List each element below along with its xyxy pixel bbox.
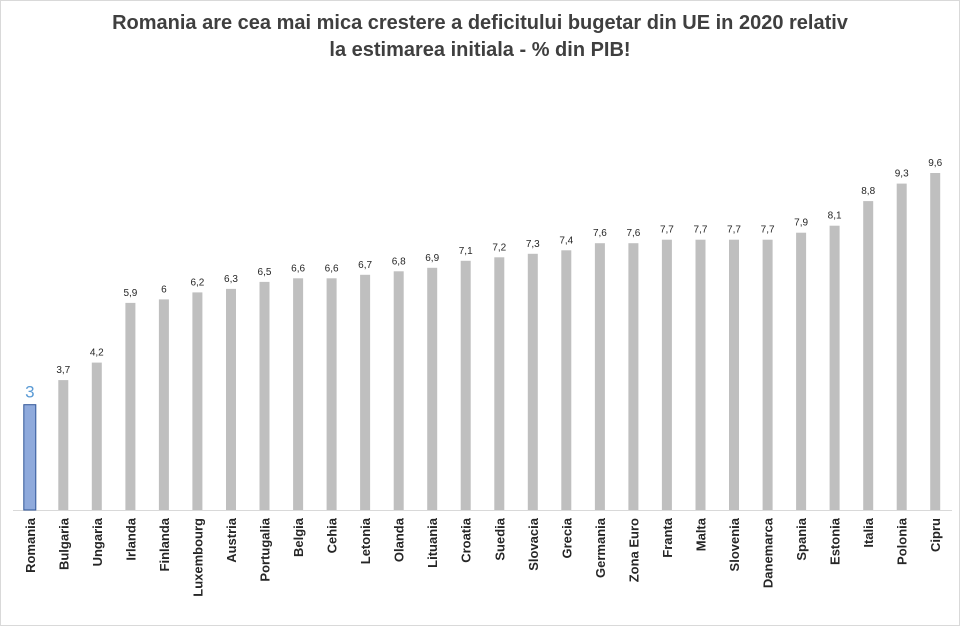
tick-label-cehia: Cehia xyxy=(325,517,340,553)
data-label-spania: 7,9 xyxy=(794,218,808,229)
tick-label-luxembourg: Luxembourg xyxy=(190,518,205,597)
data-label-estonia: 8,1 xyxy=(828,211,842,222)
data-label-letonia: 6,7 xyxy=(358,260,372,271)
chart-title-line-2: la estimarea initiala - % din PIB! xyxy=(329,39,631,61)
data-label-olanda: 6,8 xyxy=(392,256,406,267)
data-label-slovenia: 7,7 xyxy=(727,225,741,236)
data-label-portugalia: 6,5 xyxy=(258,267,272,278)
bar-letonia xyxy=(360,274,371,510)
data-label-austria: 6,3 xyxy=(224,274,238,285)
tick-label-italia: Italia xyxy=(861,517,876,547)
bar-croatia xyxy=(460,260,471,510)
data-label-grecia: 7,4 xyxy=(559,235,573,246)
bar-finlanda xyxy=(158,299,169,510)
tick-label-danemarca: Danemarca xyxy=(761,517,776,588)
data-label-lituania: 6,9 xyxy=(425,253,439,264)
bar-romania xyxy=(23,404,37,511)
data-label-ungaria: 4,2 xyxy=(90,348,104,359)
data-label-polonia: 9,3 xyxy=(895,169,909,180)
chart-title-line-1: Romania are cea mai mica crestere a defi… xyxy=(112,12,848,34)
tick-label-olanda: Olanda xyxy=(392,517,407,562)
data-label-franta: 7,7 xyxy=(660,225,674,236)
data-label-cehia: 6,6 xyxy=(325,263,339,274)
data-label-irlanda: 5,9 xyxy=(123,288,137,299)
tick-label-belgia: Belgia xyxy=(291,517,306,557)
tick-label-slovenia: Slovenia xyxy=(727,517,742,571)
data-label-romania: 3 xyxy=(25,383,34,402)
tick-label-cipru: Cipru xyxy=(928,518,943,552)
bar-olanda xyxy=(393,271,404,510)
bar-cehia xyxy=(326,278,337,510)
data-label-finlanda: 6 xyxy=(161,284,167,295)
bar-danemarca xyxy=(762,239,773,510)
bar-ungaria xyxy=(91,362,102,510)
data-label-slovacia: 7,3 xyxy=(526,239,540,250)
data-label-luxembourg: 6,2 xyxy=(190,277,204,288)
tick-label-suedia: Suedia xyxy=(492,517,507,560)
tick-label-polonia: Polonia xyxy=(895,517,910,565)
bar-slovacia xyxy=(527,253,538,511)
bar-germania xyxy=(594,243,605,510)
bar-irlanda xyxy=(125,302,136,510)
bar-polonia xyxy=(896,183,907,510)
bar-slovenia xyxy=(729,239,739,510)
bar-zona-euro xyxy=(628,243,639,510)
data-label-italia: 8,8 xyxy=(861,186,875,197)
tick-label-finlanda: Finlanda xyxy=(157,517,172,571)
tick-label-malta: Malta xyxy=(694,517,709,551)
tick-label-letonia: Letonia xyxy=(358,517,373,564)
tick-label-romania: Romania xyxy=(23,517,38,573)
tick-label-bulgaria: Bulgaria xyxy=(56,517,71,570)
bar-grecia xyxy=(561,250,572,511)
bar-spania xyxy=(796,232,807,510)
chart-title: Romania are cea mai mica crestere a defi… xyxy=(0,10,960,64)
tick-label-franta: Franta xyxy=(660,517,675,558)
bar-portugalia xyxy=(259,281,270,511)
bar-bulgaria xyxy=(58,380,69,510)
tick-label-lituania: Lituania xyxy=(425,517,440,568)
bar-franta xyxy=(661,239,672,510)
tick-label-ungaria: Ungaria xyxy=(90,517,105,566)
data-label-germania: 7,6 xyxy=(593,228,607,239)
data-label-suedia: 7,2 xyxy=(492,242,506,253)
data-label-malta: 7,7 xyxy=(694,225,708,236)
bar-lituania xyxy=(427,267,438,510)
data-label-bulgaria: 3,7 xyxy=(56,365,70,376)
tick-label-portugalia: Portugalia xyxy=(258,517,273,581)
data-label-croatia: 7,1 xyxy=(459,246,473,257)
tick-label-croatia: Croatia xyxy=(459,517,474,563)
tick-label-germania: Germania xyxy=(593,517,608,578)
tick-label-zona-euro: Zona Euro xyxy=(626,518,641,582)
data-label-danemarca: 7,7 xyxy=(761,225,775,236)
data-label-zona-euro: 7,6 xyxy=(626,228,640,239)
bar-cipru xyxy=(930,173,941,510)
bar-austria xyxy=(226,288,236,510)
bar-estonia xyxy=(829,225,840,510)
data-label-belgia: 6,6 xyxy=(291,263,305,274)
tick-label-spania: Spania xyxy=(794,517,809,560)
data-label-cipru: 9,6 xyxy=(928,158,942,169)
tick-label-irlanda: Irlanda xyxy=(123,517,138,560)
bar-malta xyxy=(695,239,706,510)
bar-suedia xyxy=(494,257,505,510)
bar-luxembourg xyxy=(192,292,203,510)
tick-label-estonia: Estonia xyxy=(828,517,843,565)
tick-label-grecia: Grecia xyxy=(559,517,574,558)
bar-belgia xyxy=(293,278,304,510)
bar-italia xyxy=(863,201,874,510)
tick-label-austria: Austria xyxy=(224,517,239,563)
tick-label-slovacia: Slovacia xyxy=(526,517,541,571)
